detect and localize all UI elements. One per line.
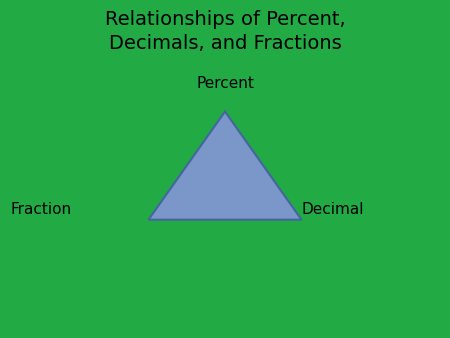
Polygon shape (148, 112, 302, 220)
Text: Percent: Percent (196, 76, 254, 91)
Text: Decimal: Decimal (302, 202, 364, 217)
Text: Relationships of Percent,
Decimals, and Fractions: Relationships of Percent, Decimals, and … (105, 10, 345, 53)
Text: Fraction: Fraction (11, 202, 72, 217)
